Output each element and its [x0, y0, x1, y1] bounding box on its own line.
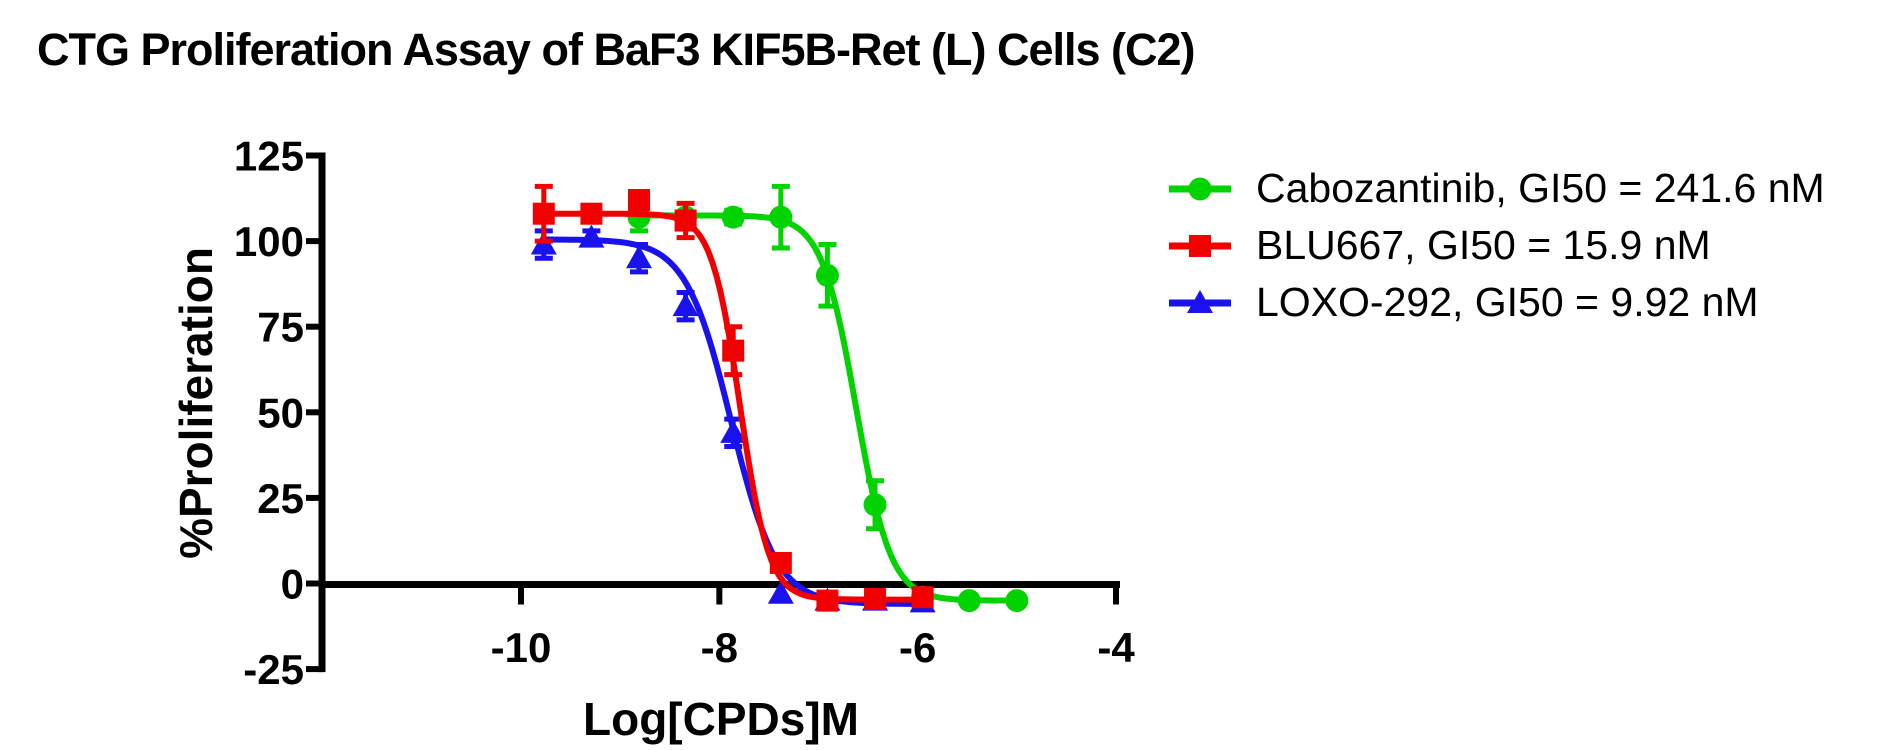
legend-label: LOXO-292, GI50 = 9.92 nM [1256, 279, 1759, 325]
data-point-blu667 [628, 189, 651, 212]
series-cabozantinib [627, 183, 1029, 613]
data-point-blu667 [580, 202, 603, 225]
legend-item-blu667: BLU667, GI50 = 15.9 nM [1168, 217, 1825, 274]
data-point-cabozantinib [957, 589, 981, 613]
series-blu667 [532, 183, 934, 612]
y-axis-title: %Proliferation [170, 247, 222, 559]
legend-marker-square-icon [1169, 234, 1231, 257]
data-point-blu667 [674, 209, 697, 232]
legend-item-loxo-292: LOXO-292, GI50 = 9.92 nM [1168, 274, 1825, 331]
data-point-blu667 [816, 589, 839, 612]
data-point-loxo-292 [672, 293, 699, 317]
data-point-blu667 [864, 587, 887, 610]
data-point-cabozantinib [815, 263, 839, 287]
legend-label: Cabozantinib, GI50 = 241.6 nM [1256, 165, 1825, 211]
data-point-blu667 [911, 586, 934, 609]
legend-marker [1189, 234, 1211, 257]
x-tick-label--4: -4 [1097, 624, 1135, 671]
fit-curve-blu667 [540, 210, 926, 603]
y-tick-label-100: 100 [234, 218, 304, 265]
data-point-cabozantinib [769, 205, 793, 229]
data-point-blu667 [532, 202, 555, 225]
data-point-blu667 [722, 339, 745, 362]
legend-marker-triangle-icon [1169, 289, 1231, 313]
x-tick-label--8: -8 [701, 624, 738, 671]
y-tick-label--25: -25 [243, 646, 304, 693]
legend: Cabozantinib, GI50 = 241.6 nM BLU667, GI5… [1168, 160, 1825, 331]
data-point-loxo-292 [767, 580, 794, 604]
data-point-cabozantinib [721, 205, 745, 229]
data-point-cabozantinib [1005, 589, 1029, 613]
y-tick-label-0: 0 [281, 561, 304, 608]
y-tick-label-125: 125 [234, 133, 304, 180]
legend-marker [1187, 289, 1213, 313]
data-point-loxo-292 [578, 224, 605, 248]
data-point-loxo-292 [720, 419, 747, 443]
y-tick-label-25: 25 [257, 475, 304, 522]
chart-title: CTG Proliferation Assay of BaF3 KIF5B-Re… [37, 24, 1196, 75]
y-tick-label-50: 50 [257, 389, 304, 436]
y-tick-label-75: 75 [257, 304, 304, 351]
data-point-blu667 [769, 551, 792, 574]
data-point-cabozantinib [863, 493, 887, 517]
data-point-loxo-292 [626, 245, 653, 269]
legend-marker [1188, 177, 1212, 200]
x-tick-label--10: -10 [491, 624, 552, 671]
series-loxo-292 [530, 224, 936, 613]
x-tick-label--6: -6 [899, 624, 936, 671]
legend-item-cabozantinib: Cabozantinib, GI50 = 241.6 nM [1168, 160, 1825, 217]
x-axis-title: Log[CPDs]M [583, 693, 859, 745]
legend-marker-circle-icon [1169, 177, 1231, 200]
legend-label: BLU667, GI50 = 15.9 nM [1256, 222, 1711, 268]
